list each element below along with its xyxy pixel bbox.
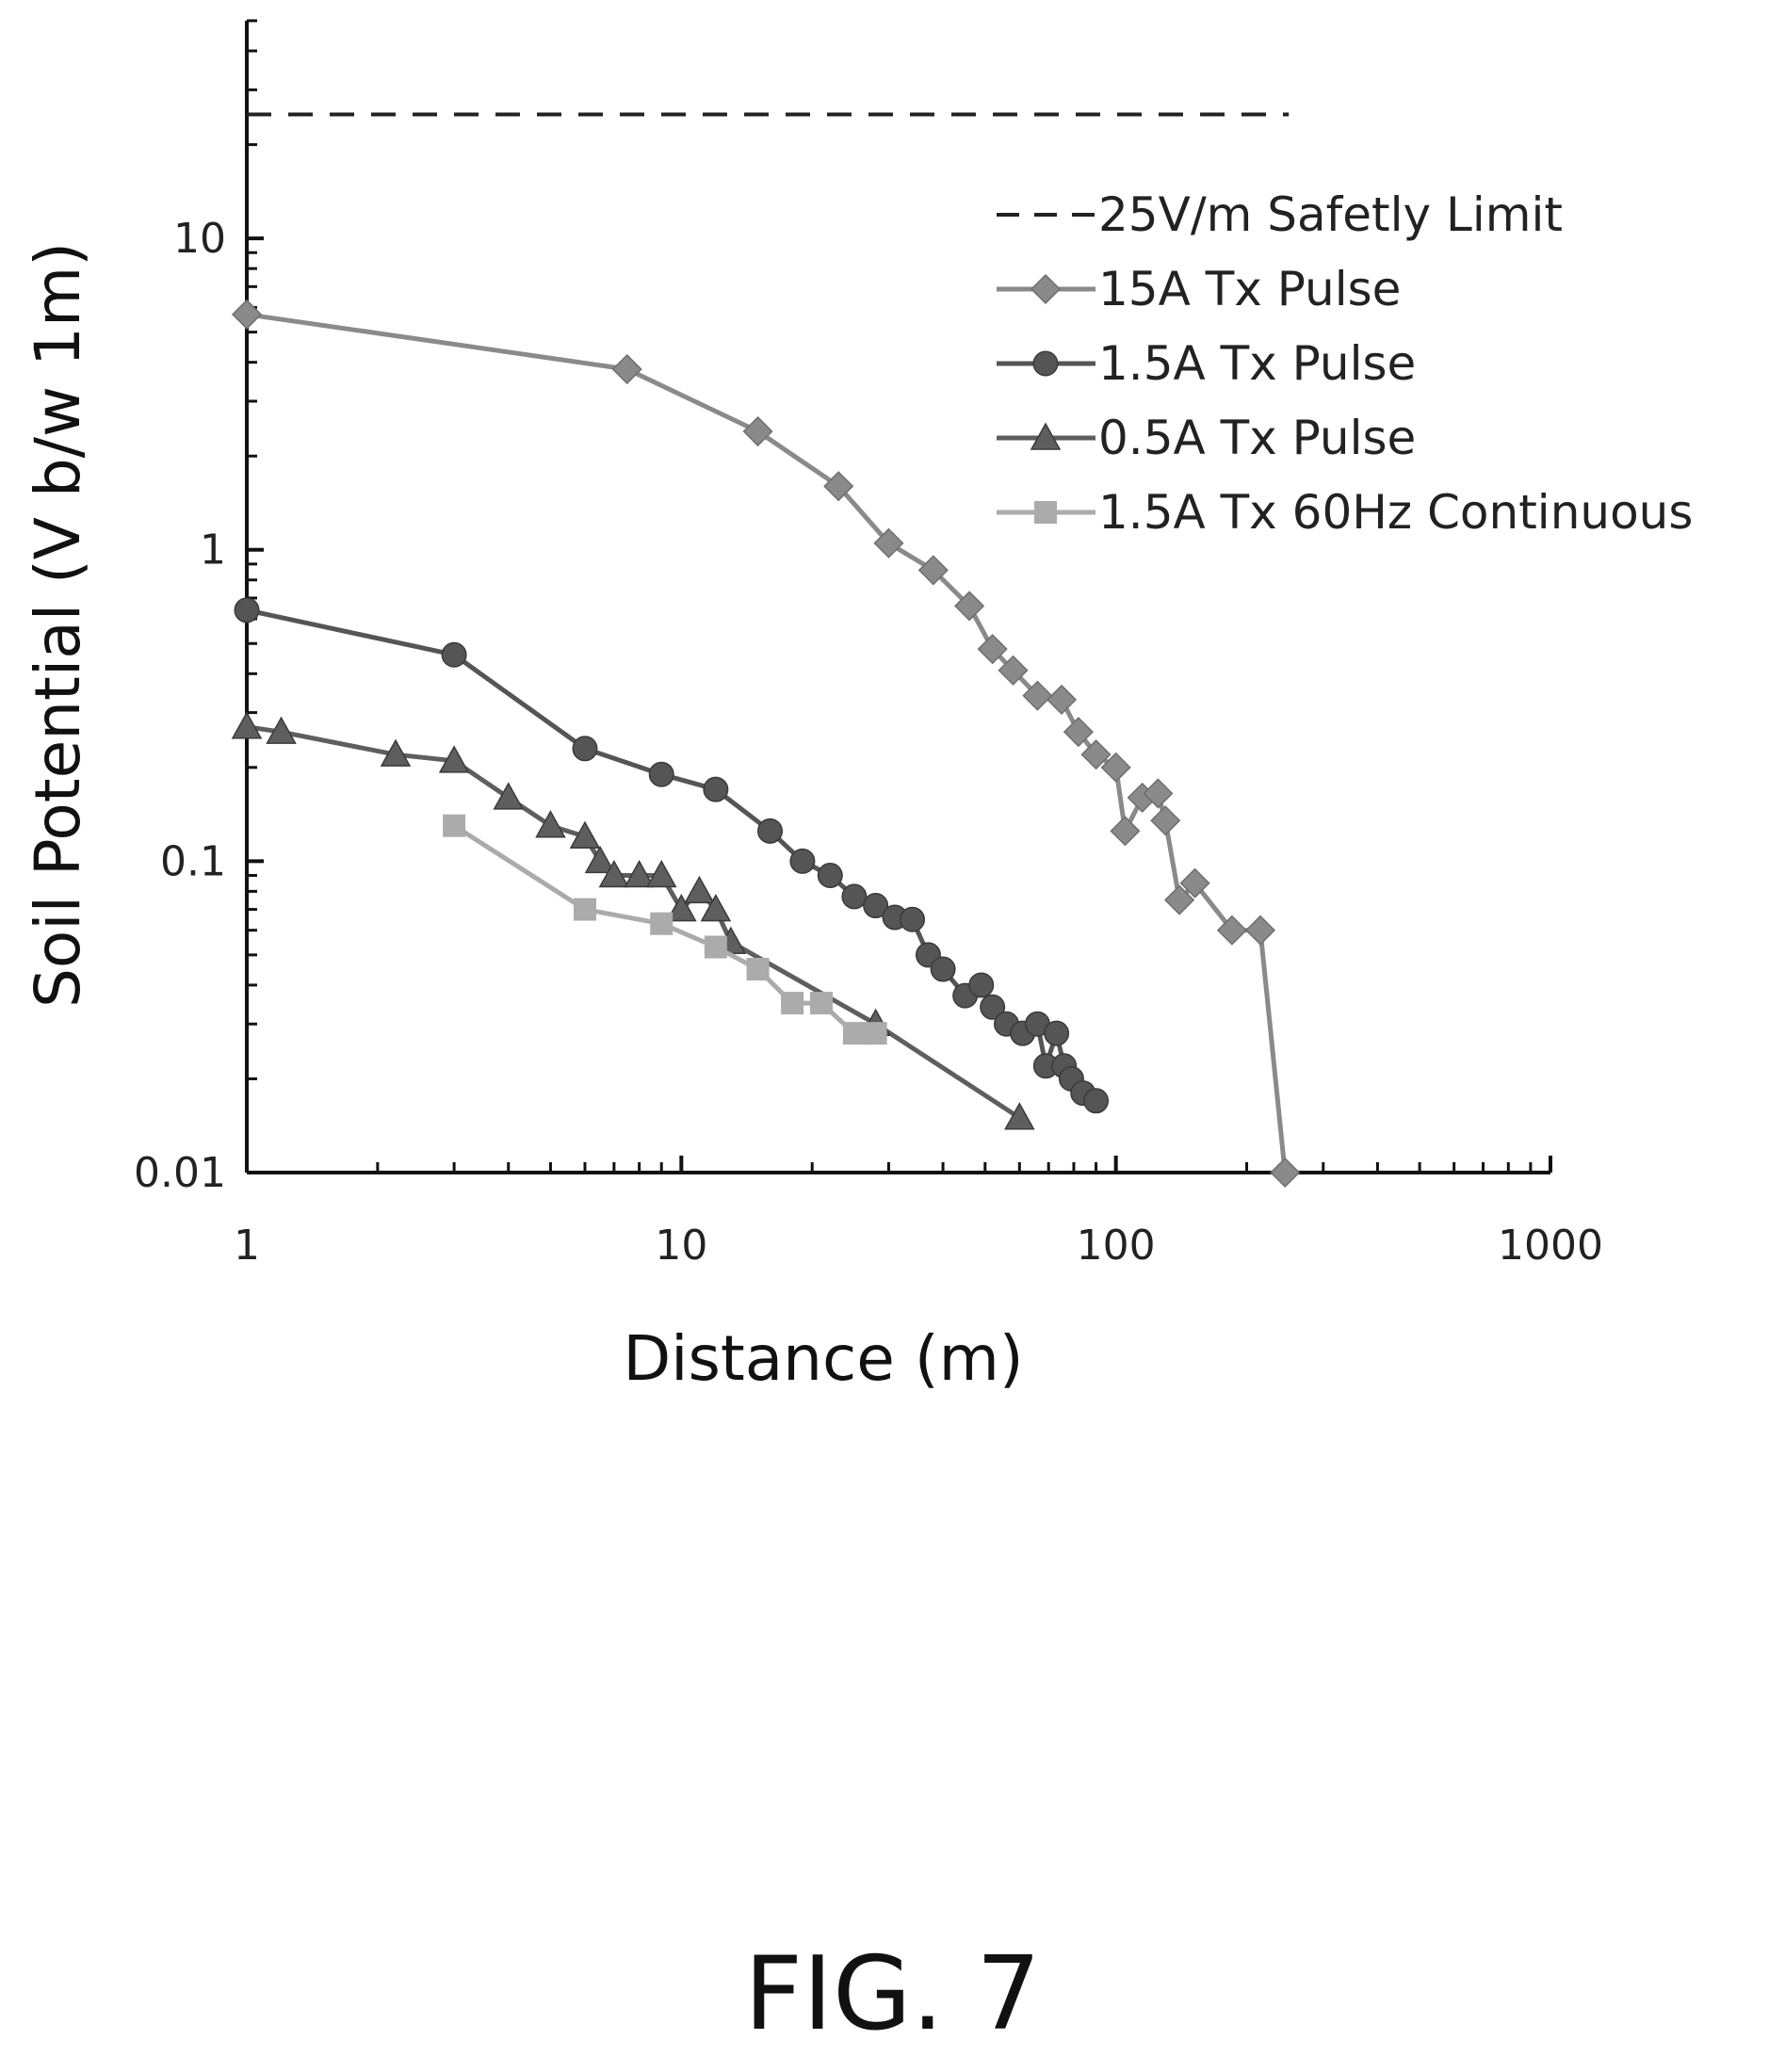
data-point <box>611 353 642 385</box>
data-point <box>841 883 868 910</box>
data-point <box>1179 867 1210 898</box>
data-point <box>704 935 727 959</box>
data-point <box>700 894 732 922</box>
data-point <box>789 848 816 874</box>
y-tick-label: 1 <box>200 526 226 575</box>
y-tick-label: 0.1 <box>160 837 226 885</box>
data-point <box>1110 816 1141 847</box>
data-point <box>1100 752 1131 783</box>
data-point <box>650 912 673 935</box>
data-point <box>1216 915 1247 946</box>
data-point <box>648 761 674 787</box>
data-point <box>917 555 949 586</box>
data-point <box>1164 884 1195 915</box>
data-point <box>535 810 566 838</box>
data-point <box>968 972 995 998</box>
data-point <box>1244 915 1276 946</box>
series-layer <box>231 112 1301 1189</box>
legend-marker <box>1034 501 1057 524</box>
legend-marker <box>1030 273 1062 305</box>
data-point <box>842 1022 866 1045</box>
data-point <box>1083 1088 1110 1114</box>
legend-label: 0.5A Tx Pulse <box>1098 411 1416 465</box>
data-point <box>572 736 598 762</box>
data-point <box>266 716 297 744</box>
data-point <box>573 898 596 921</box>
data-point <box>666 894 697 922</box>
data-point <box>1004 1102 1035 1130</box>
data-point <box>1080 739 1112 770</box>
series-2 <box>231 299 1301 1189</box>
data-point <box>977 634 1008 665</box>
legend-label: 25V/m Safetly Limit <box>1098 187 1563 242</box>
legend-label: 15A Tx Pulse <box>1098 262 1401 316</box>
series-line <box>246 607 1097 1103</box>
data-point <box>1044 1020 1070 1046</box>
data-point <box>930 956 956 982</box>
data-point <box>781 992 804 1015</box>
data-point <box>598 859 630 888</box>
data-point <box>438 745 470 773</box>
y-axis-title: Soil Potential (V b/w 1m) <box>22 242 94 1008</box>
y-tick-label: 10 <box>173 215 226 263</box>
data-point <box>443 814 466 837</box>
x-tick-label: 10 <box>655 1222 707 1270</box>
data-point <box>1143 778 1174 809</box>
data-point <box>998 655 1029 686</box>
data-point <box>1022 680 1053 711</box>
x-tick-label: 1 <box>234 1222 260 1270</box>
data-point <box>863 893 889 919</box>
data-point <box>954 591 985 622</box>
data-point <box>1046 684 1078 715</box>
data-point <box>234 597 260 623</box>
y-tick-label: 0.01 <box>134 1149 226 1197</box>
legend-label: 1.5A Tx Pulse <box>1098 336 1416 391</box>
legend: 25V/m Safetly Limit 15A Tx Pulse 1.5A Tx P… <box>997 187 1693 540</box>
data-point <box>757 817 784 844</box>
data-point <box>1270 1157 1301 1189</box>
series-4 <box>231 711 1035 1130</box>
data-point <box>817 862 843 888</box>
data-point <box>809 992 833 1015</box>
data-point <box>873 527 904 558</box>
legend-marker <box>1030 422 1062 450</box>
data-point <box>980 994 1006 1020</box>
data-point <box>231 711 263 739</box>
legend-label: 1.5A Tx 60Hz Continuous <box>1098 485 1693 540</box>
data-point <box>684 875 715 904</box>
figure-caption: FIG. 7 <box>743 1935 1042 2053</box>
data-point <box>1150 805 1181 836</box>
axes: 0.01 0.1 1 10 1 10 100 1000 Distance (m) Soil Pot… <box>22 19 1603 1395</box>
data-point <box>742 415 773 447</box>
data-point <box>746 958 770 981</box>
series-5 <box>443 814 887 1045</box>
data-point <box>584 845 616 874</box>
data-point <box>823 471 854 502</box>
data-point <box>703 776 729 802</box>
data-point <box>1063 717 1094 748</box>
data-point <box>569 820 601 849</box>
data-point <box>380 738 412 767</box>
x-axis-title: Distance (m) <box>623 1322 1023 1395</box>
x-tick-label: 100 <box>1077 1222 1156 1270</box>
x-tick-label: 1000 <box>1498 1222 1603 1270</box>
data-point <box>624 859 655 888</box>
data-point <box>493 782 525 810</box>
series-3 <box>234 597 1110 1114</box>
data-point <box>900 906 926 932</box>
legend-marker <box>1032 350 1059 377</box>
data-point <box>441 641 467 668</box>
data-point <box>864 1022 887 1045</box>
data-point <box>645 859 677 888</box>
data-point <box>231 299 263 330</box>
